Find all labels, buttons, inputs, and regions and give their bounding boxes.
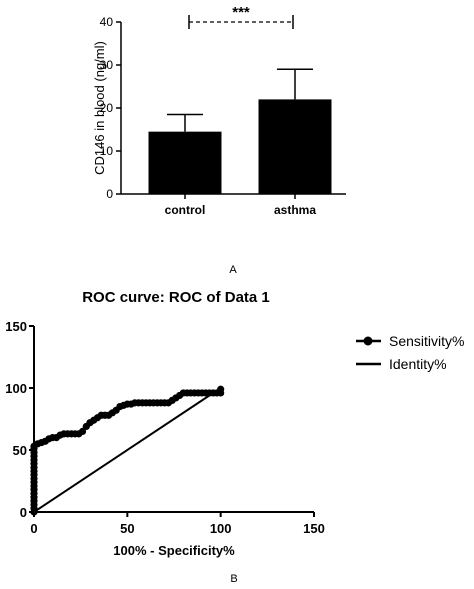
- roc-chart-axes: 0 50 100 150 0 50 100 150: [5, 319, 325, 536]
- bar-x-tick-label: control: [165, 203, 206, 217]
- legend-sensitivity-marker: [363, 336, 373, 346]
- bar-control: [148, 131, 222, 194]
- roc-y-tick-label: 50: [13, 443, 27, 458]
- sensitivity-point: [78, 427, 87, 435]
- bar-y-tick-label: 30: [100, 58, 114, 72]
- roc-legend: Sensitivity% Identity%: [356, 333, 464, 372]
- panel-label-b: B: [230, 573, 237, 585]
- bar-y-tick-label: 10: [100, 144, 114, 158]
- roc-x-tick-label: 0: [30, 521, 37, 536]
- identity-line: [33, 387, 222, 513]
- bar-chart-y-axis: 0 10 20 30 40: [100, 15, 122, 201]
- legend-identity-label: Identity%: [389, 356, 447, 372]
- roc-chart-title: ROC curve: ROC of Data 1: [82, 289, 270, 306]
- bar-chart-x-axis: control asthma: [121, 193, 346, 217]
- roc-y-tick-label: 0: [20, 505, 27, 520]
- bar-asthma: [258, 99, 332, 194]
- roc-series: [30, 385, 225, 516]
- roc-chart-x-axis-title: 100% - Specificity%: [113, 543, 235, 558]
- legend-sensitivity-label: Sensitivity%: [389, 333, 464, 349]
- roc-y-tick-label: 150: [5, 319, 27, 334]
- bar-chart-y-axis-title: CD146 in blood (ng/ml): [92, 41, 107, 175]
- significance-marker: ***: [232, 4, 250, 21]
- bar-x-tick-label: asthma: [274, 203, 316, 217]
- bar-chart: CD146 in blood (ng/ml) *** 0 10 20 30 40 con…: [92, 4, 346, 276]
- roc-x-tick-label: 150: [303, 521, 325, 536]
- roc-x-tick-label: 50: [120, 521, 134, 536]
- roc-x-tick-label: 100: [210, 521, 232, 536]
- bar-series: [148, 15, 332, 194]
- sensitivity-point: [217, 385, 225, 393]
- bar-y-tick-label: 40: [100, 15, 114, 29]
- bar-y-tick-label: 0: [106, 187, 113, 201]
- panel-label-a: A: [229, 264, 237, 276]
- bar-y-tick-label: 20: [100, 101, 114, 115]
- roc-chart: ROC curve: ROC of Data 1 0 50 100 150 0 50 100…: [5, 289, 464, 585]
- roc-y-tick-label: 100: [5, 381, 27, 396]
